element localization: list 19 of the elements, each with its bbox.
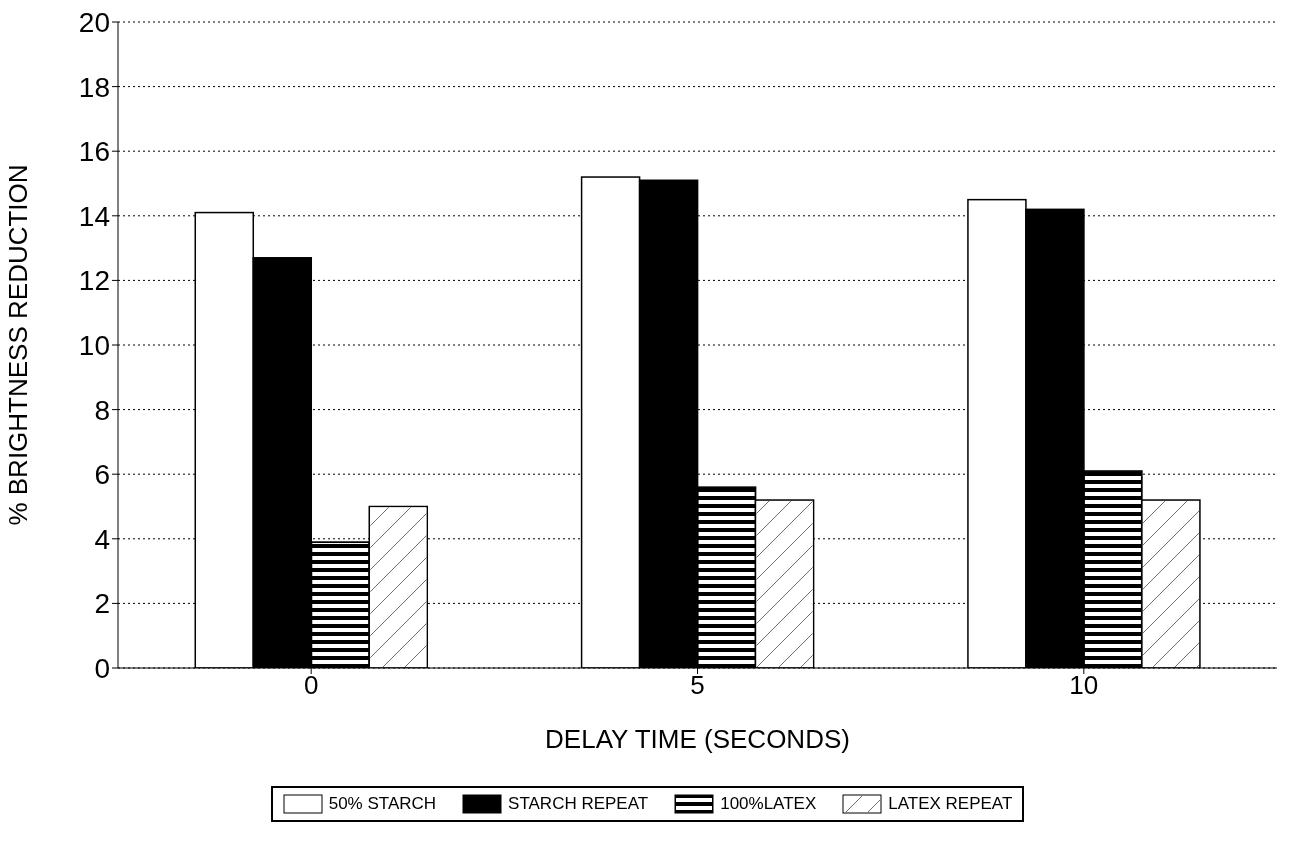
legend-label: 50% STARCH (328, 794, 437, 814)
y-tick-label: 14 (78, 200, 110, 232)
y-tick-label: 10 (78, 329, 110, 361)
y-tick-label: 8 (94, 394, 110, 426)
y-tick-label: 20 (78, 6, 110, 38)
x-axis-title: DELAY TIME (SECONDS) (545, 724, 850, 754)
y-tick-label: 12 (78, 265, 110, 297)
y-tick-label: 4 (94, 523, 110, 555)
y-axis-title: % BRIGHTNESS REDUCTION (3, 164, 34, 526)
y-tick-label: 6 (94, 459, 110, 491)
y-tick-label: 2 (94, 588, 110, 620)
legend-label: 100%LATEX (720, 794, 817, 814)
y-tick-label: 16 (78, 136, 110, 168)
legend-label: LATEX REPEAT (888, 794, 1013, 814)
y-tick-label: 18 (78, 71, 110, 103)
x-tick-label: 0 (303, 670, 319, 701)
legend-label: STARCH REPEAT (508, 794, 649, 814)
x-tick-label: 5 (690, 670, 705, 701)
x-tick-label: 10 (1069, 670, 1099, 701)
